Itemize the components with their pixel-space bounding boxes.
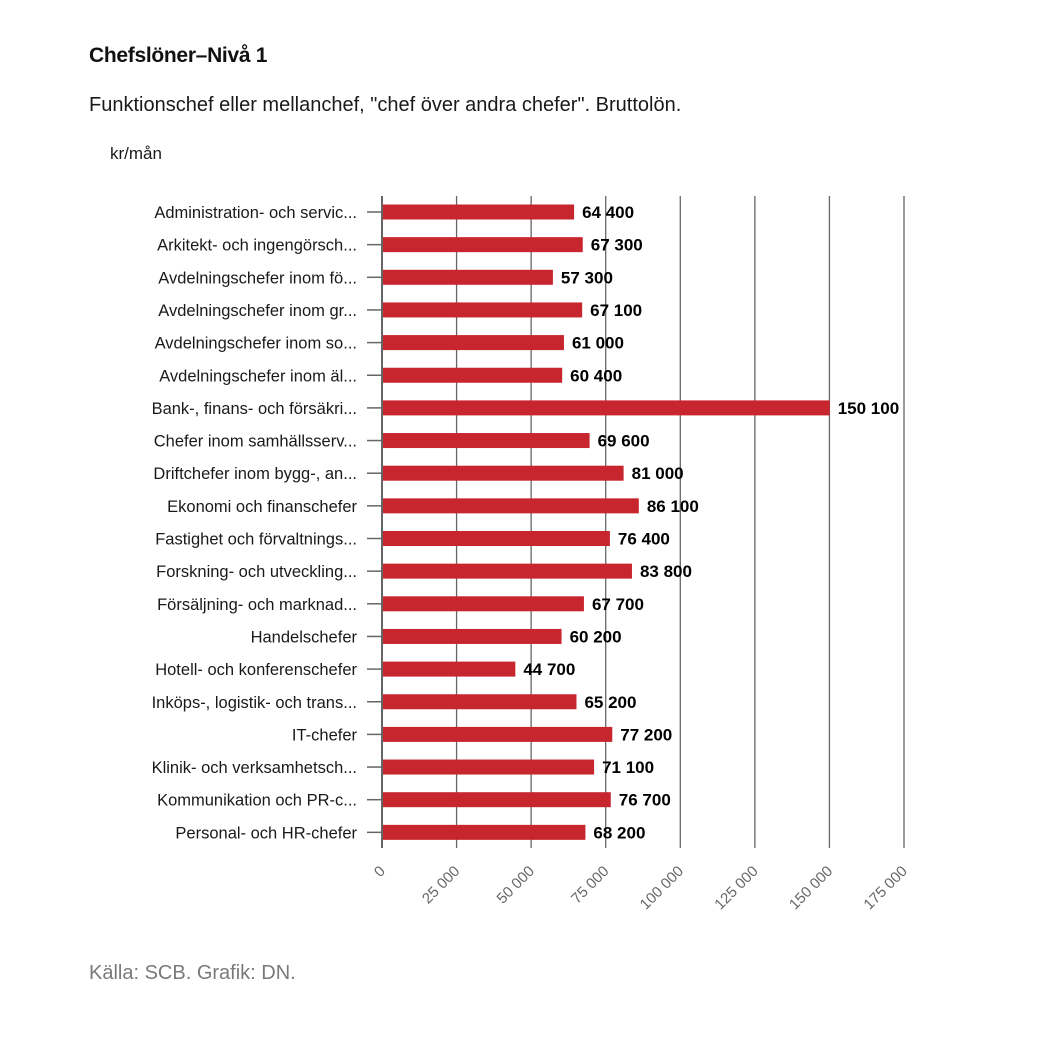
x-tick-label: 50 000 [494, 863, 538, 907]
bar [383, 759, 595, 775]
bar [383, 563, 632, 579]
value-label: 77 200 [620, 725, 672, 744]
bar [383, 726, 613, 742]
gridlines [381, 196, 905, 848]
category-label: Arkitekt- och ingengörsch... [157, 237, 357, 255]
category-label: Driftchefer inom bygg-, an... [153, 465, 357, 483]
category-label: Kommunikation och PR-c... [157, 792, 357, 810]
category-label: Hotell- och konferenschefer [155, 661, 357, 679]
category-label: Forskning- och utveckling... [156, 563, 357, 581]
category-label: Bank-, finans- och försäkri... [152, 400, 357, 418]
x-tick-label: 125 000 [711, 863, 761, 913]
value-label: 68 200 [593, 823, 645, 842]
bar [383, 367, 563, 383]
x-tick-label: 150 000 [786, 863, 836, 913]
bar [383, 335, 564, 351]
bars [383, 204, 830, 840]
category-label: Ekonomi och finanschefer [167, 498, 357, 516]
bar [383, 824, 586, 840]
category-labels: Administration- och servic... Arkitekt- o… [152, 204, 382, 842]
bar [383, 204, 575, 220]
value-label: 61 000 [572, 334, 624, 353]
x-tick-label: 0 [371, 863, 389, 881]
category-label: Avdelningschefer inom so... [155, 335, 357, 353]
value-label: 60 200 [570, 627, 622, 646]
value-label: 86 100 [647, 497, 699, 516]
value-label: 76 700 [619, 791, 671, 810]
bar [383, 792, 611, 808]
x-tick-label: 25 000 [419, 863, 463, 907]
value-label: 64 400 [582, 203, 634, 222]
x-tick-label: 175 000 [860, 863, 910, 913]
value-label: 67 700 [592, 595, 644, 614]
value-label: 76 400 [618, 530, 670, 549]
value-label: 150 100 [838, 399, 899, 418]
bar [383, 302, 583, 318]
value-label: 81 000 [632, 464, 684, 483]
unit-label: kr/mån [110, 144, 162, 163]
value-label: 69 600 [598, 432, 650, 451]
category-label: Klinik- och verksamhetsch... [152, 759, 357, 777]
x-tick-label: 100 000 [637, 863, 687, 913]
category-label: Avdelningschefer inom fö... [158, 269, 357, 287]
category-label: Avdelningschefer inom äl... [159, 367, 357, 385]
category-label: Inköps-, logistik- och trans... [152, 694, 357, 712]
bar [383, 531, 610, 546]
bar [383, 661, 516, 677]
value-label: 60 400 [570, 366, 622, 385]
bar [383, 465, 624, 481]
bar [383, 498, 639, 514]
value-label: 67 100 [590, 301, 642, 320]
value-label: 44 700 [523, 660, 575, 679]
value-label: 83 800 [640, 562, 692, 581]
category-label: IT-chefer [292, 726, 358, 744]
bar [383, 628, 562, 644]
bar [383, 596, 584, 612]
value-label: 65 200 [584, 693, 636, 712]
category-label: Personal- och HR-chefer [175, 824, 357, 842]
value-label: 71 100 [602, 758, 654, 777]
bar [383, 433, 590, 449]
chart-title: Chefslöner–Nivå 1 [89, 44, 268, 67]
value-label: 57 300 [561, 268, 613, 287]
bar [383, 269, 553, 285]
bar [383, 400, 830, 416]
bar [383, 237, 583, 253]
chart-subtitle: Funktionschef eller mellanchef, "chef öv… [89, 94, 682, 116]
category-label: Handelschefer [251, 628, 358, 646]
category-label: Administration- och servic... [154, 204, 357, 222]
source-note: Källa: SCB. Grafik: DN. [89, 962, 296, 984]
x-axis-ticks: 0 25 000 50 000 75 000 100 000 125 000 150 000… [371, 863, 911, 913]
category-label: Försäljning- och marknad... [157, 596, 357, 614]
category-label: Fastighet och förvaltnings... [155, 531, 357, 549]
value-labels: 64 400 67 300 57 300 67 100 61 000 60 400 150 … [523, 203, 899, 842]
category-label: Chefer inom samhällsserv... [154, 433, 357, 451]
category-label: Avdelningschefer inom gr... [158, 302, 357, 320]
value-label: 67 300 [591, 236, 643, 255]
bar [383, 694, 577, 710]
x-tick-label: 75 000 [568, 863, 612, 907]
